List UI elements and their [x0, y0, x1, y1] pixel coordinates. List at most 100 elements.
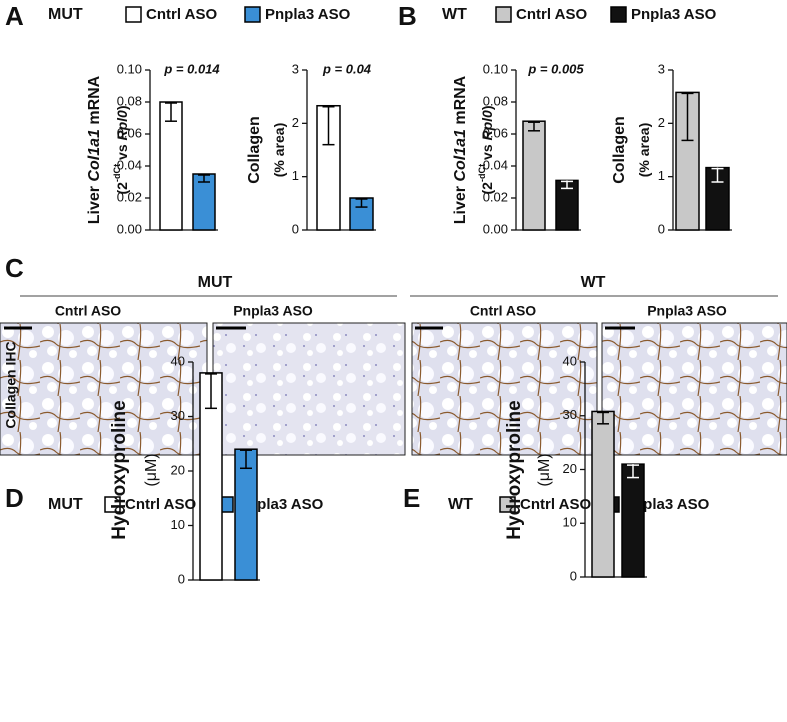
y-axis-label: (μM) — [536, 453, 553, 486]
y-tick-label: 2 — [292, 115, 299, 130]
y-tick-label: 0.02 — [483, 189, 508, 204]
legend-label: Cntrl ASO — [125, 496, 196, 513]
y-axis-label: Collagen — [246, 116, 263, 184]
y-axis-label: Collagen — [611, 116, 628, 184]
legend-swatch — [244, 6, 261, 23]
legend-group: WT — [442, 6, 467, 23]
y-axis-label: (2-dCt vs Rpl0) — [477, 105, 494, 194]
legend-group: MUT — [48, 6, 83, 23]
y-tick-label: 0.04 — [483, 157, 508, 172]
label-part: -dCt — [477, 164, 487, 182]
label-part: Collagen — [246, 116, 263, 184]
y-tick-label: 0.00 — [483, 221, 508, 236]
y-tick-label: 0 — [570, 568, 577, 583]
error-bar — [198, 174, 210, 183]
column-label: Pnpla3 ASO — [647, 303, 727, 319]
legend-swatch — [610, 6, 627, 23]
column-label: Pnpla3 ASO — [233, 303, 313, 319]
y-tick-label: 10 — [563, 515, 577, 530]
y-axis-label: Liver Col1a1 mRNA — [86, 75, 103, 224]
label-part: Collagen — [611, 116, 628, 184]
group-label: WT — [581, 274, 606, 291]
p-value: p = 0.04 — [322, 61, 372, 76]
y-tick-label: 0.08 — [483, 93, 508, 108]
label-part: (% area) — [636, 123, 652, 177]
micrograph — [601, 322, 787, 456]
label-part: -dCt — [112, 164, 122, 182]
label-part: mRNA — [86, 75, 103, 129]
label-part: Col1a1 — [86, 129, 103, 182]
panel-letter: D — [5, 483, 24, 513]
row-label: Collagen IHC — [3, 341, 19, 428]
label-part: vs — [114, 141, 130, 164]
label-part: (2 — [114, 182, 130, 195]
legend-group: MUT — [48, 496, 83, 513]
label-part: Hydroxyproline — [504, 400, 525, 539]
p-value: p = 0.005 — [527, 61, 584, 76]
legend-label: Cntrl ASO — [146, 6, 217, 23]
error-bar — [528, 121, 540, 132]
label-part: Rpl0 — [479, 110, 495, 141]
error-bar — [561, 180, 573, 190]
y-tick-label: 20 — [563, 461, 577, 476]
error-bar — [322, 105, 335, 146]
legend-label: Pnpla3 ASO — [624, 496, 710, 513]
error-bar — [681, 92, 694, 142]
label-part: Liver — [452, 182, 469, 225]
y-tick-label: 0 — [292, 221, 299, 236]
legend-swatch — [125, 6, 142, 23]
y-tick-label: 20 — [171, 462, 185, 477]
label-part: mRNA — [452, 75, 469, 129]
y-tick-label: 0.10 — [483, 61, 508, 76]
y-tick-label: 30 — [563, 407, 577, 422]
y-axis-label: (% area) — [271, 123, 287, 177]
legend-label: Cntrl ASO — [516, 6, 587, 23]
y-tick-label: 0.06 — [117, 125, 142, 140]
y-axis-label: Liver Col1a1 mRNA — [452, 75, 469, 224]
y-axis-label: Hydroxyproline — [504, 400, 525, 539]
y-tick-label: 3 — [292, 61, 299, 76]
bar — [621, 463, 645, 578]
label-part: Liver — [86, 182, 103, 225]
bar — [591, 410, 615, 578]
panel-letter: B — [398, 1, 417, 31]
y-axis-label: (2-dCt vs Rpl0) — [112, 105, 129, 194]
column-label: Cntrl ASO — [470, 303, 536, 319]
label-part: Col1a1 — [452, 129, 469, 182]
y-axis-label: Hydroxyproline — [109, 400, 130, 539]
y-tick-label: 3 — [658, 61, 665, 76]
error-bar — [355, 198, 368, 208]
y-tick-label: 0.00 — [117, 221, 142, 236]
y-tick-label: 0.08 — [117, 93, 142, 108]
error-bar — [205, 372, 217, 410]
label-part: Hydroxyproline — [109, 400, 130, 539]
label-part: vs — [479, 141, 495, 164]
error-bar — [597, 411, 609, 425]
panel-letter: A — [5, 1, 24, 31]
y-tick-label: 0 — [658, 221, 665, 236]
group-label: MUT — [198, 274, 233, 291]
label-part: ) — [479, 105, 495, 110]
legend-swatch — [499, 496, 516, 513]
y-tick-label: 0 — [178, 571, 185, 586]
legend-label: Pnpla3 ASO — [631, 6, 717, 23]
y-axis-label: (μM) — [143, 453, 160, 486]
label-part: (% area) — [271, 123, 287, 177]
error-bar — [165, 102, 177, 122]
y-tick-label: 40 — [563, 353, 577, 368]
y-axis-label: (% area) — [636, 123, 652, 177]
micrograph — [212, 322, 406, 456]
legend-label: Cntrl ASO — [520, 496, 591, 513]
label-part: ) — [114, 105, 130, 110]
y-tick-label: 0.02 — [117, 189, 142, 204]
legend-swatch — [104, 496, 121, 513]
micrograph — [411, 322, 598, 456]
y-tick-label: 30 — [171, 408, 185, 423]
panel-c: MUT WT Cntrl ASO Pnpla3 ASO Cntrl ASO Pn… — [0, 274, 787, 456]
panel-letter: E — [403, 483, 420, 513]
legend-label: Pnpla3 ASO — [238, 496, 324, 513]
legend-group: WT — [448, 496, 473, 513]
panel-letter: C — [5, 253, 24, 283]
error-bar — [240, 449, 252, 470]
